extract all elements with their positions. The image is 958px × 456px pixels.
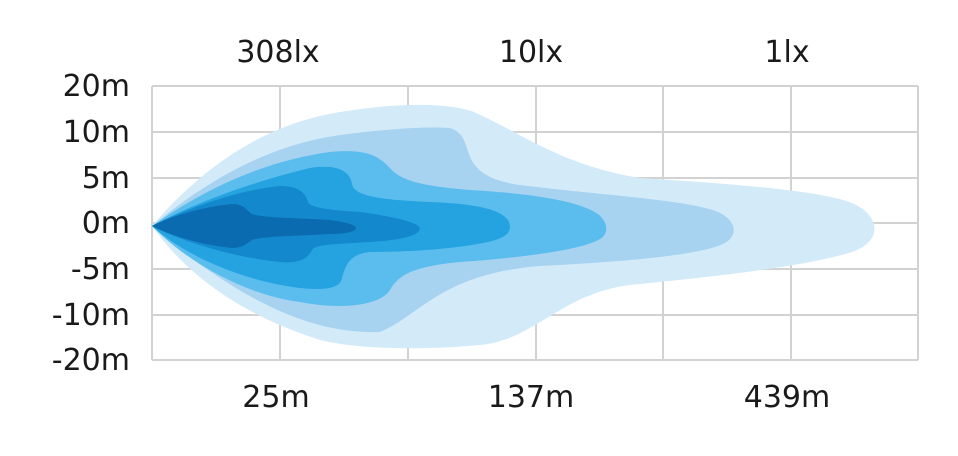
- axis-labels: 20m 10m 5m 0m -5m -10m -20m 308lx 10lx 1lx 25m 137m…: [52, 35, 830, 415]
- beam-contour-level-6: [152, 204, 356, 248]
- top-lux-label: 308lx: [236, 35, 319, 70]
- y-tick-label: 0m: [82, 206, 130, 241]
- y-tick-label: -10m: [52, 298, 130, 333]
- bottom-distance-label: 25m: [242, 380, 309, 415]
- top-lux-label: 1lx: [764, 35, 809, 70]
- y-tick-label: 10m: [63, 115, 130, 150]
- top-lux-label: 10lx: [499, 35, 563, 70]
- y-tick-label: -5m: [71, 252, 130, 287]
- y-tick-label: -20m: [52, 343, 130, 378]
- bottom-distance-label: 439m: [744, 380, 830, 415]
- y-tick-label: 5m: [82, 161, 130, 196]
- bottom-distance-label: 137m: [488, 380, 574, 415]
- y-tick-label: 20m: [63, 69, 130, 104]
- beam-contours: [152, 104, 875, 349]
